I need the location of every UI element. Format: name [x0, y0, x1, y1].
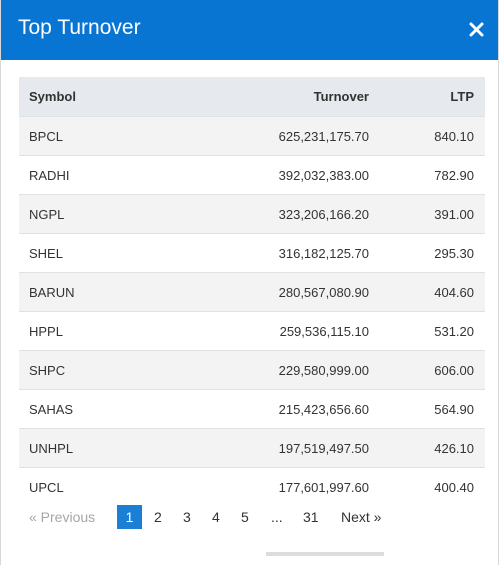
ltp-cell: 564.90: [369, 389, 485, 429]
column-header-turnover[interactable]: Turnover: [179, 77, 369, 117]
table-row: BARUN 280,567,080.90 404.60: [19, 272, 485, 312]
turnover-cell: 215,423,656.60: [179, 389, 369, 429]
page-link-3[interactable]: 3: [183, 509, 191, 525]
turnover-table-container: Symbol Turnover LTP BPCL 625,231,175.70 …: [19, 77, 485, 506]
ltp-cell: 400.40: [369, 467, 485, 506]
ltp-cell: 295.30: [369, 233, 485, 273]
ltp-cell: 840.10: [369, 116, 485, 156]
ltp-cell: 426.10: [369, 428, 485, 468]
background-text-fragment: [266, 552, 384, 556]
symbol-cell: BARUN: [19, 272, 179, 312]
turnover-cell: 197,519,497.50: [179, 428, 369, 468]
symbol-cell: SHEL: [19, 233, 179, 273]
table-row: SHPC 229,580,999.00 606.00: [19, 350, 485, 390]
turnover-cell: 280,567,080.90: [179, 272, 369, 312]
column-header-symbol[interactable]: Symbol: [19, 77, 179, 117]
table-row: NGPL 323,206,166.20 391.00: [19, 194, 485, 234]
symbol-cell: NGPL: [19, 194, 179, 234]
ltp-cell: 391.00: [369, 194, 485, 234]
ltp-cell: 404.60: [369, 272, 485, 312]
symbol-cell: UPCL: [19, 467, 179, 506]
turnover-cell: 229,580,999.00: [179, 350, 369, 390]
turnover-cell: 259,536,115.10: [179, 311, 369, 351]
page-link-4[interactable]: 4: [212, 509, 220, 525]
symbol-cell: BPCL: [19, 116, 179, 156]
page-link-31[interactable]: 31: [303, 509, 319, 525]
table-row: SAHAS 215,423,656.60 564.90: [19, 389, 485, 429]
symbol-cell: RADHI: [19, 155, 179, 195]
table-row: RADHI 392,032,383.00 782.90: [19, 155, 485, 195]
next-page-link[interactable]: Next »: [341, 509, 382, 525]
symbol-cell: SHPC: [19, 350, 179, 390]
turnover-cell: 177,601,997.60: [179, 467, 369, 506]
turnover-cell: 323,206,166.20: [179, 194, 369, 234]
ltp-cell: 782.90: [369, 155, 485, 195]
pagination-ellipsis: ...: [271, 509, 283, 525]
modal-title: Top Turnover: [18, 16, 141, 39]
close-button[interactable]: [466, 18, 488, 40]
modal-footer-area: [1, 548, 498, 565]
close-icon: [469, 22, 484, 37]
table-row: UPCL 177,601,997.60 400.40: [19, 467, 485, 506]
turnover-cell: 392,032,383.00: [179, 155, 369, 195]
page-link-1[interactable]: 1: [117, 505, 142, 529]
previous-page-link[interactable]: « Previous: [29, 509, 96, 525]
page-link-2[interactable]: 2: [154, 509, 162, 525]
table-row: SHEL 316,182,125.70 295.30: [19, 233, 485, 273]
symbol-cell: HPPL: [19, 311, 179, 351]
ltp-cell: 606.00: [369, 350, 485, 390]
turnover-cell: 316,182,125.70: [179, 233, 369, 273]
turnover-cell: 625,231,175.70: [179, 116, 369, 156]
symbol-cell: SAHAS: [19, 389, 179, 429]
table-header-row: Symbol Turnover LTP: [19, 77, 485, 117]
ltp-cell: 531.20: [369, 311, 485, 351]
turnover-table: Symbol Turnover LTP BPCL 625,231,175.70 …: [19, 77, 485, 506]
column-header-ltp[interactable]: LTP: [369, 77, 485, 117]
table-row: BPCL 625,231,175.70 840.10: [19, 116, 485, 156]
table-row: HPPL 259,536,115.10 531.20: [19, 311, 485, 351]
page-link-5[interactable]: 5: [241, 509, 249, 525]
symbol-cell: UNHPL: [19, 428, 179, 468]
modal-header: Top Turnover: [1, 0, 498, 60]
table-row: UNHPL 197,519,497.50 426.10: [19, 428, 485, 468]
